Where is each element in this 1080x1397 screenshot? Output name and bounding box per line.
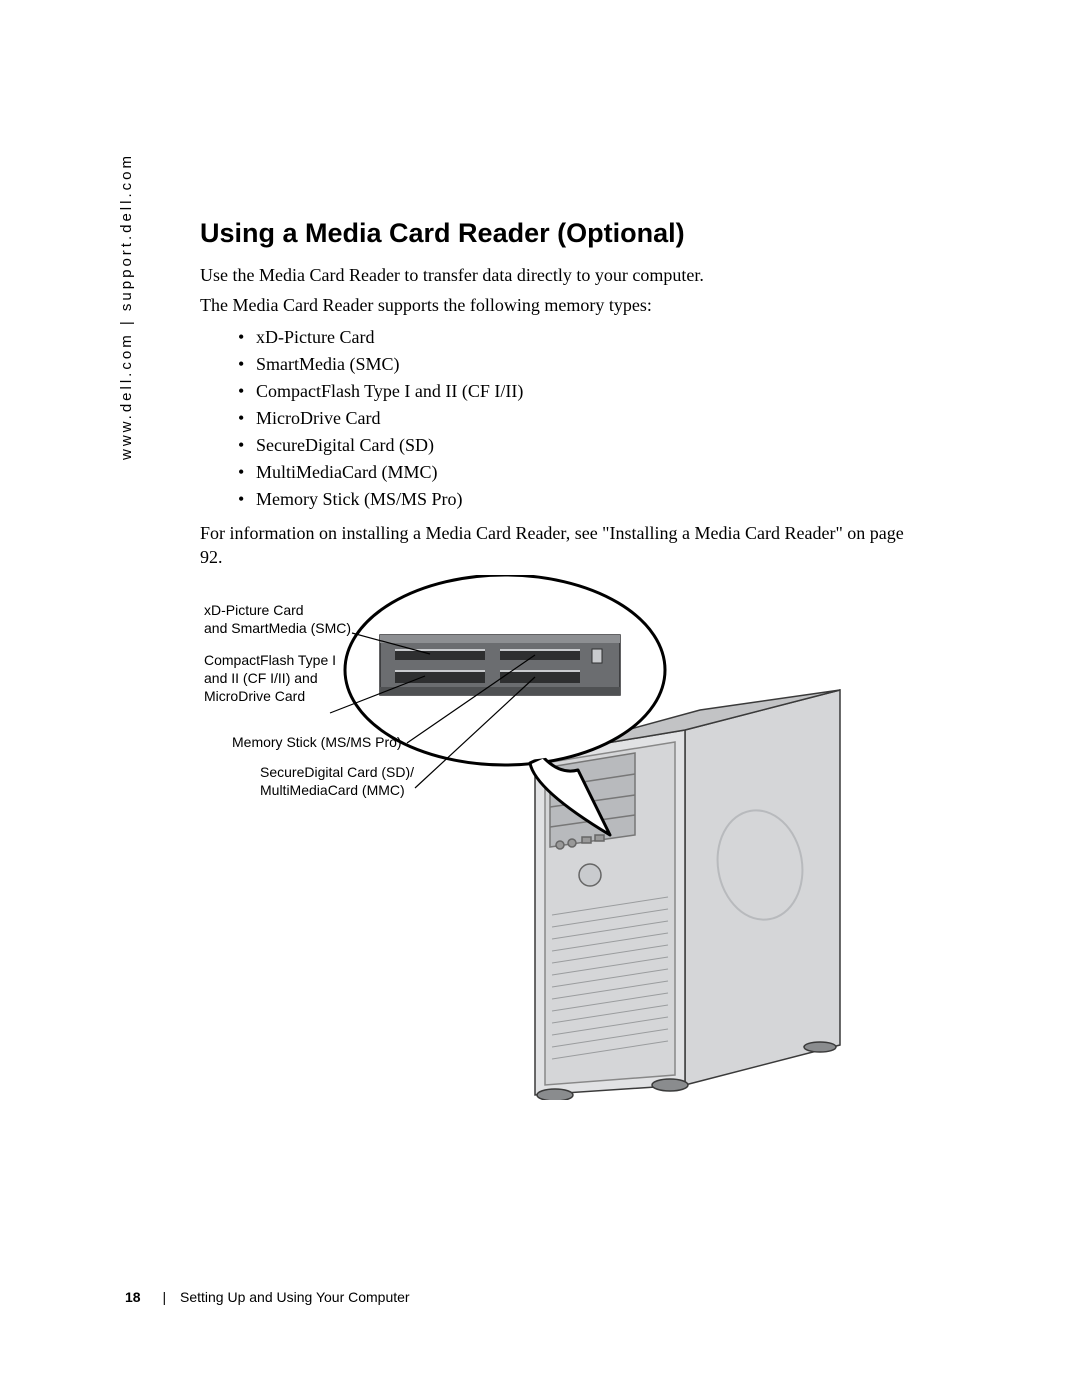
- list-item: SmartMedia (SMC): [238, 351, 920, 378]
- callout-line: and SmartMedia (SMC): [204, 619, 351, 637]
- intro-paragraph-2: The Media Card Reader supports the follo…: [200, 293, 920, 317]
- callout-line: xD-Picture Card: [204, 601, 351, 619]
- callout-line: CompactFlash Type I: [204, 651, 336, 669]
- callout-xd-sm: xD-Picture Card and SmartMedia (SMC): [204, 601, 351, 637]
- diagram: xD-Picture Card and SmartMedia (SMC) Com…: [200, 575, 920, 1100]
- callout-cf-md: CompactFlash Type I and II (CF I/II) and…: [204, 651, 336, 706]
- section-title: Setting Up and Using Your Computer: [180, 1289, 410, 1305]
- side-url: www.dell.com | support.dell.com: [118, 153, 135, 460]
- content-block: Using a Media Card Reader (Optional) Use…: [200, 218, 920, 575]
- list-item: MultiMediaCard (MMC): [238, 459, 920, 486]
- callout-sd-mmc: SecureDigital Card (SD)/ MultiMediaCard …: [260, 763, 414, 799]
- list-item: SecureDigital Card (SD): [238, 432, 920, 459]
- page-heading: Using a Media Card Reader (Optional): [200, 218, 920, 249]
- callout-line: Memory Stick (MS/MS Pro): [232, 733, 402, 751]
- footer-separator: |: [162, 1289, 166, 1305]
- page-footer: 18 | Setting Up and Using Your Computer: [125, 1289, 410, 1305]
- outro-paragraph: For information on installing a Media Ca…: [200, 521, 920, 570]
- callout-line: MicroDrive Card: [204, 687, 336, 705]
- callout-ms: Memory Stick (MS/MS Pro): [232, 733, 402, 751]
- callout-line: MultiMediaCard (MMC): [260, 781, 414, 799]
- list-item: xD-Picture Card: [238, 324, 920, 351]
- callout-line: SecureDigital Card (SD)/: [260, 763, 414, 781]
- list-item: MicroDrive Card: [238, 405, 920, 432]
- page: www.dell.com | support.dell.com Using a …: [0, 0, 1080, 1397]
- page-number: 18: [125, 1289, 141, 1305]
- memory-type-list: xD-Picture Card SmartMedia (SMC) Compact…: [200, 324, 920, 513]
- card-reader-icon: [380, 635, 620, 695]
- callout-line: and II (CF I/II) and: [204, 669, 336, 687]
- intro-paragraph-1: Use the Media Card Reader to transfer da…: [200, 263, 920, 287]
- list-item: Memory Stick (MS/MS Pro): [238, 486, 920, 513]
- list-item: CompactFlash Type I and II (CF I/II): [238, 378, 920, 405]
